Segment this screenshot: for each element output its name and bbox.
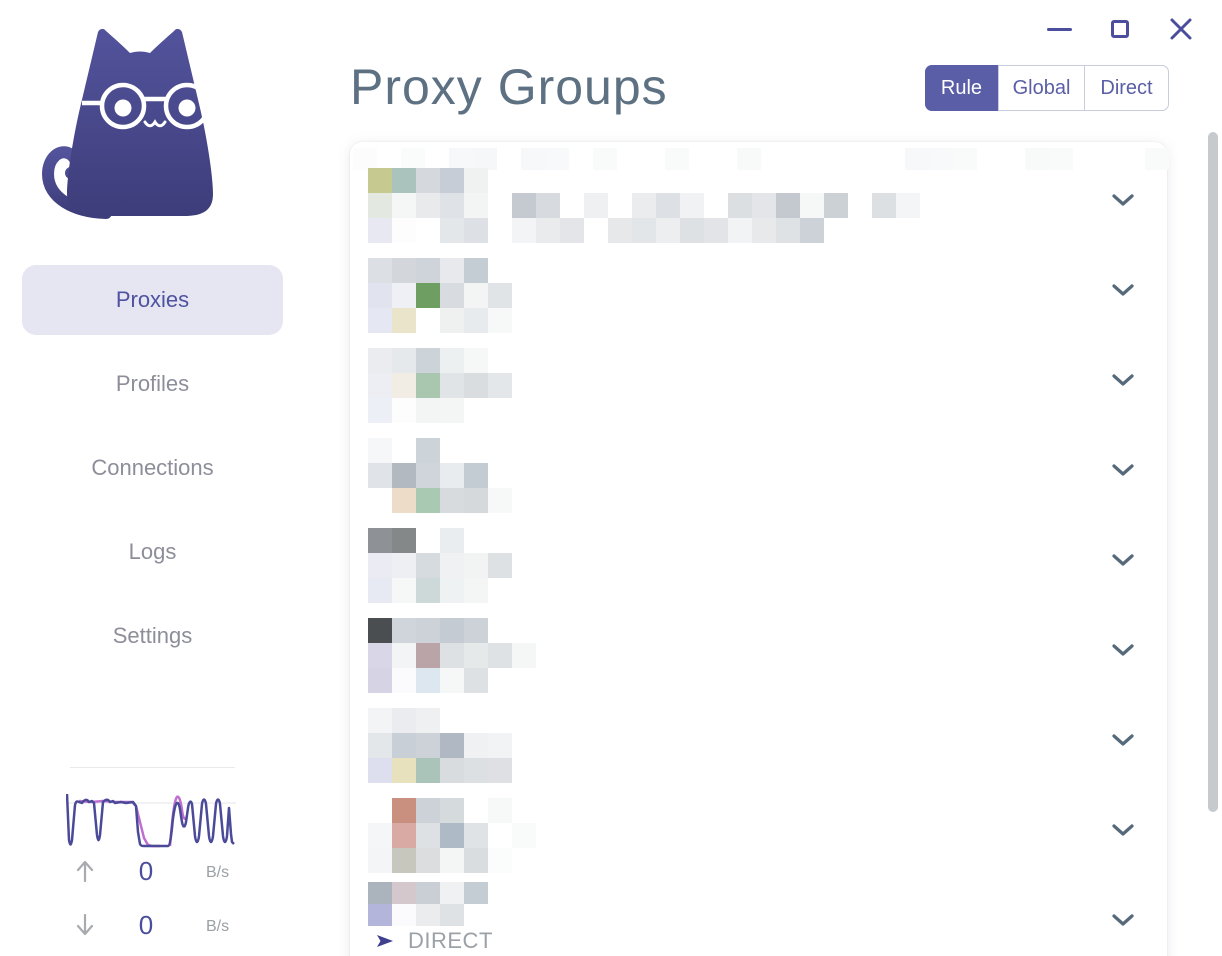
proxy-group-row[interactable] [350, 246, 1167, 336]
selected-proxy-label: DIRECT [408, 928, 493, 953]
redacted-group-content [368, 882, 488, 926]
sidebar: Proxies Profiles Connections Logs Settin… [0, 0, 305, 956]
selected-proxy-arrow-icon [377, 935, 393, 947]
download-speed-unit: B/s [206, 918, 230, 935]
page-title: Proxy Groups [350, 59, 668, 115]
sidebar-item-connections[interactable]: Connections [22, 433, 283, 503]
mode-global-button[interactable]: Global [998, 66, 1084, 110]
minimize-icon [1046, 27, 1072, 31]
redacted-group-content [368, 708, 512, 783]
mode-switcher: Rule Global Direct [925, 65, 1169, 111]
traffic-sparkline-chart [66, 793, 236, 848]
app-logo [40, 26, 240, 226]
redacted-group-content [368, 438, 512, 513]
proxy-group-row[interactable] [350, 156, 1167, 246]
upload-speed-row: 0 B/s [66, 856, 246, 888]
proxy-group-row[interactable] [350, 516, 1167, 606]
sidebar-item-logs[interactable]: Logs [22, 517, 283, 587]
download-speed-row: 0 B/s [66, 910, 246, 942]
window-controls [1044, 14, 1196, 44]
sidebar-item-settings[interactable]: Settings [22, 601, 283, 671]
upload-arrow-icon [76, 860, 94, 883]
chevron-down-icon[interactable] [1112, 644, 1134, 658]
selected-proxy-direct[interactable]: DIRECT [376, 926, 493, 956]
upload-speed-unit: B/s [206, 864, 230, 881]
chevron-down-icon[interactable] [1112, 194, 1134, 208]
close-icon [1170, 18, 1192, 40]
chevron-down-icon[interactable] [1112, 374, 1134, 388]
proxy-group-row[interactable] [350, 696, 1167, 786]
clash-cat-logo-icon [41, 28, 227, 219]
chevron-down-icon[interactable] [1112, 554, 1134, 568]
proxy-group-row[interactable] [350, 336, 1167, 426]
chevron-down-icon[interactable] [1112, 914, 1134, 928]
sidebar-item-proxies[interactable]: Proxies [22, 265, 283, 335]
minimize-button[interactable] [1044, 14, 1074, 44]
redacted-group-content [368, 258, 512, 333]
proxy-group-row[interactable]: DIRECT [350, 876, 1167, 956]
proxy-group-row[interactable] [350, 786, 1167, 876]
chevron-down-icon[interactable] [1112, 464, 1134, 478]
chevron-down-icon[interactable] [1112, 824, 1134, 838]
chevron-down-icon[interactable] [1112, 284, 1134, 298]
download-speed-value: 0 [138, 910, 154, 940]
redacted-group-content [368, 618, 536, 693]
blurred-header-strip [353, 148, 1169, 173]
scrollbar-thumb[interactable] [1208, 132, 1218, 812]
sidebar-divider [70, 767, 235, 768]
maximize-icon [1111, 20, 1129, 38]
redacted-group-content [368, 798, 536, 873]
redacted-group-content [368, 168, 920, 243]
sidebar-item-profiles[interactable]: Profiles [22, 349, 283, 419]
close-button[interactable] [1166, 14, 1196, 44]
proxy-group-row[interactable] [350, 606, 1167, 696]
redacted-group-content [368, 528, 512, 603]
maximize-button[interactable] [1105, 14, 1135, 44]
mode-rule-button[interactable]: Rule [925, 65, 998, 111]
download-arrow-icon [76, 913, 94, 936]
redacted-group-content [368, 348, 512, 423]
proxy-group-row[interactable] [350, 426, 1167, 516]
chevron-down-icon[interactable] [1112, 734, 1134, 748]
proxy-groups-card: DIRECT [350, 142, 1169, 956]
mode-direct-button[interactable]: Direct [1084, 66, 1168, 110]
upload-speed-value: 0 [138, 856, 154, 886]
